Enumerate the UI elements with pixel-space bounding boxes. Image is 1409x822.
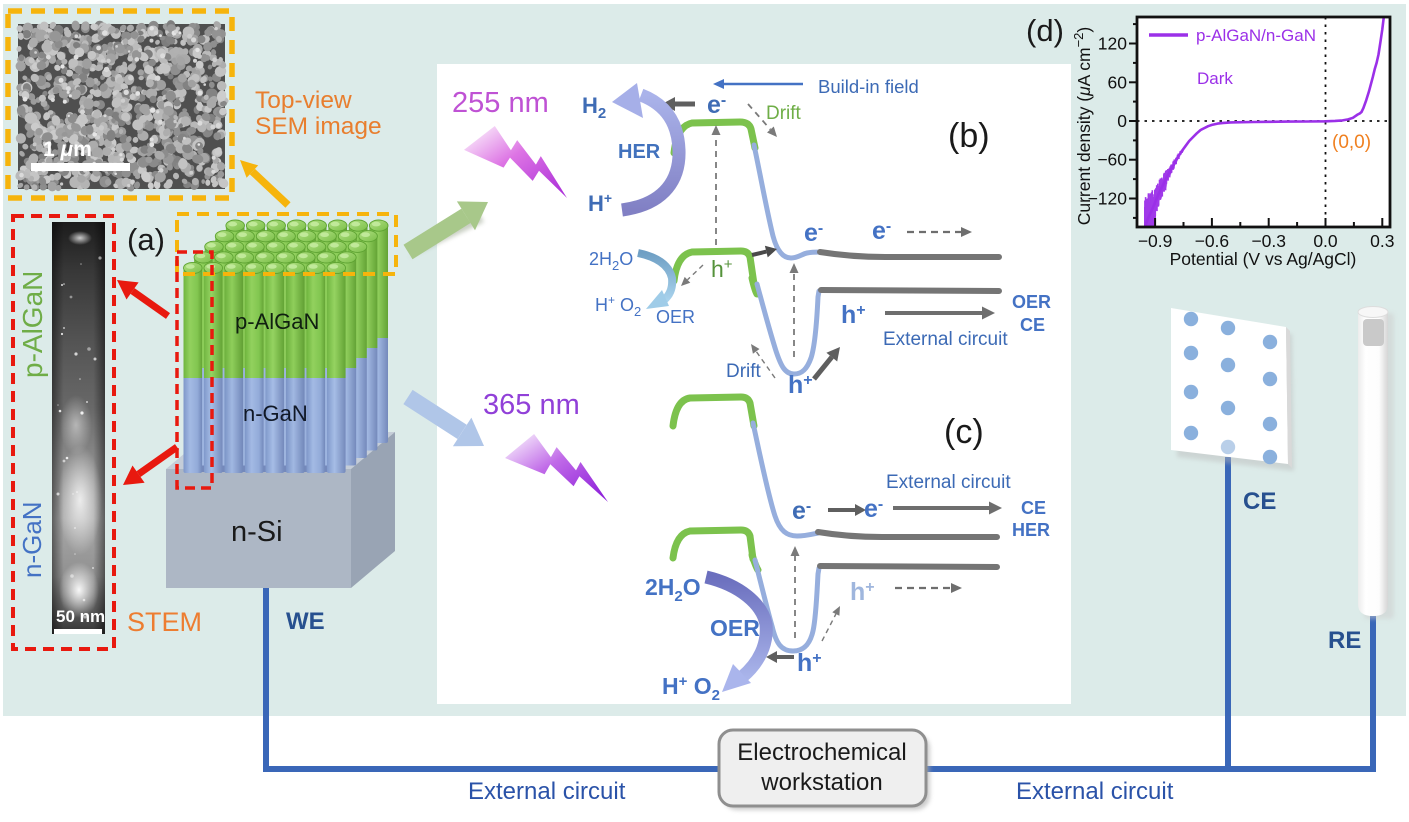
svg-text:2H2O: 2H2O: [645, 574, 701, 605]
svg-text:CE: CE: [1021, 498, 1046, 518]
svg-text:External circuit: External circuit: [883, 329, 1008, 350]
svg-text:2H2O: 2H2O: [589, 249, 633, 273]
svg-text:n-Si: n-Si: [231, 516, 283, 548]
svg-text:0.0: 0.0: [1313, 231, 1338, 251]
svg-text:H+ O2: H+ O2: [662, 673, 720, 704]
svg-text:Dark: Dark: [1197, 69, 1233, 88]
svg-text:0.3: 0.3: [1370, 231, 1394, 251]
svg-text:Potential (V vs Ag/AgCl): Potential (V vs Ag/AgCl): [1170, 249, 1357, 269]
svg-text:External circuit: External circuit: [1016, 778, 1174, 805]
svg-text:n-GaN: n-GaN: [243, 401, 308, 426]
svg-text:OER: OER: [1012, 292, 1051, 312]
svg-text:Top-view: Top-view: [255, 87, 352, 114]
svg-text:50 nm: 50 nm: [56, 607, 105, 626]
svg-text:Build-in field: Build-in field: [818, 76, 919, 97]
svg-text:H+ O2: H+ O2: [595, 293, 641, 319]
svg-text:p-AlGaN: p-AlGaN: [17, 271, 48, 378]
svg-text:HER: HER: [618, 141, 661, 163]
svg-text:120: 120: [1098, 34, 1127, 54]
svg-text:HER: HER: [1012, 520, 1050, 540]
svg-text:SEM image: SEM image: [255, 113, 382, 140]
svg-text:OER: OER: [710, 615, 760, 641]
svg-text:−60: −60: [1097, 150, 1127, 170]
svg-text:1 μm: 1 μm: [43, 138, 92, 161]
svg-text:Drift: Drift: [726, 361, 762, 382]
svg-text:−120: −120: [1088, 189, 1128, 209]
svg-text:workstation: workstation: [760, 769, 882, 796]
svg-text:Electrochemical: Electrochemical: [737, 739, 906, 766]
svg-text:WE: WE: [286, 608, 325, 635]
svg-text:(c): (c): [944, 413, 984, 451]
svg-text:External circuit: External circuit: [886, 472, 1011, 493]
svg-text:255 nm: 255 nm: [452, 87, 549, 119]
svg-text:Current density (μA cm−2): Current density (μA cm−2): [1071, 27, 1094, 226]
svg-text:p-AlGaN: p-AlGaN: [235, 309, 319, 334]
svg-text:(a): (a): [127, 222, 165, 257]
svg-text:(d): (d): [1026, 13, 1064, 48]
svg-text:60: 60: [1108, 72, 1128, 92]
svg-text:0: 0: [1117, 111, 1127, 131]
svg-text:−0.9: −0.9: [1138, 231, 1173, 251]
svg-text:OER: OER: [656, 307, 695, 327]
svg-text:n-GaN: n-GaN: [17, 501, 47, 578]
svg-text:(0,0): (0,0): [1332, 132, 1371, 153]
svg-text:STEM: STEM: [127, 607, 202, 637]
svg-text:CE: CE: [1243, 488, 1276, 515]
svg-text:External circuit: External circuit: [468, 778, 626, 805]
svg-text:Drift: Drift: [766, 103, 802, 124]
svg-text:RE: RE: [1328, 627, 1361, 654]
svg-text:CE: CE: [1020, 315, 1045, 335]
svg-text:(b): (b): [948, 117, 990, 155]
svg-text:−0.3: −0.3: [1251, 231, 1286, 251]
svg-text:p-AlGaN/n-GaN: p-AlGaN/n-GaN: [1196, 26, 1316, 45]
svg-text:365 nm: 365 nm: [483, 389, 580, 421]
svg-text:−0.6: −0.6: [1195, 231, 1230, 251]
